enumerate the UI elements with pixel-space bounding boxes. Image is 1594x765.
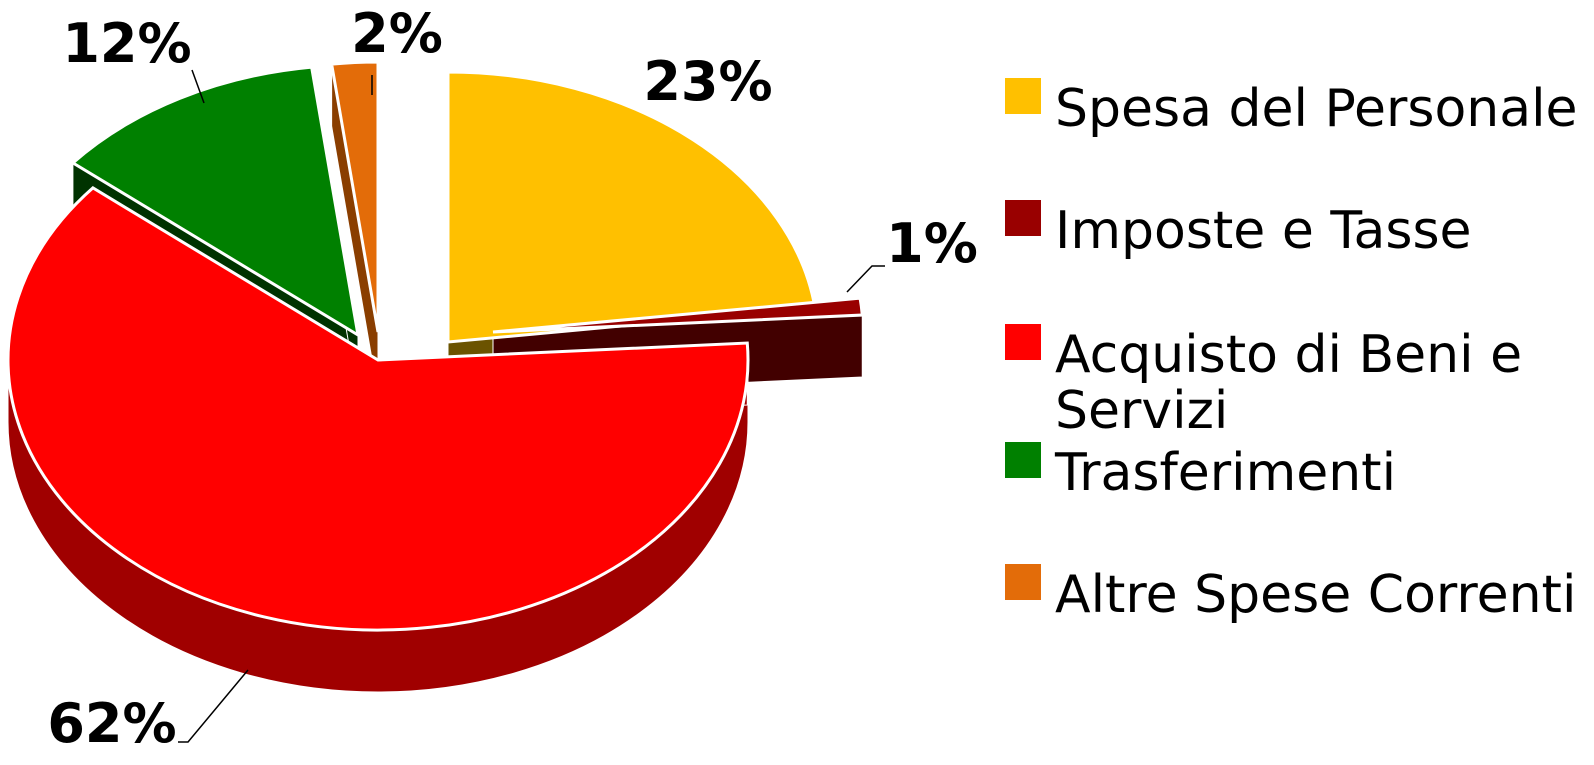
legend-swatch-3 [1005, 442, 1041, 478]
slice-0 [446, 70, 817, 344]
legend: Spesa del Personale Imposte e Tasse Acquis… [1005, 78, 1578, 625]
legend-swatch-0 [1005, 78, 1041, 114]
data-label-3: 12% [62, 12, 191, 75]
data-label-0: 23% [643, 50, 772, 113]
legend-swatch-2 [1005, 324, 1041, 360]
legend-label-2-1: Servizi [1055, 381, 1228, 441]
leader-line-2 [178, 669, 249, 743]
slice-tops [6, 60, 864, 632]
legend-label-1: Imposte e Tasse [1055, 201, 1472, 261]
data-labels: 23% 1% 62% 12% 2% [47, 2, 977, 755]
legend-swatch-1 [1005, 200, 1041, 236]
legend-swatch-4 [1005, 564, 1041, 600]
legend-label-4: Altre Spese Correnti [1055, 565, 1576, 625]
leader-line-3 [191, 69, 205, 104]
slice-2 [6, 186, 750, 632]
slice-4 [329, 60, 380, 333]
legend-label-0: Spesa del Personale [1055, 79, 1578, 139]
leader-line-1 [846, 265, 885, 293]
data-label-4: 2% [351, 2, 443, 65]
leader-lines [178, 69, 885, 743]
legend-item-3: Trasferimenti [1005, 442, 1396, 503]
legend-label-3: Trasferimenti [1054, 443, 1396, 503]
data-label-2: 62% [47, 692, 176, 755]
data-label-1: 1% [886, 212, 978, 275]
legend-item-1: Imposte e Tasse [1005, 200, 1472, 261]
legend-label-2: Acquisto di Beni e [1055, 325, 1522, 385]
slice-1 [492, 296, 864, 334]
slice-3 [70, 65, 361, 338]
legend-item-0: Spesa del Personale [1005, 78, 1578, 139]
legend-item-4: Altre Spese Correnti [1005, 564, 1576, 625]
